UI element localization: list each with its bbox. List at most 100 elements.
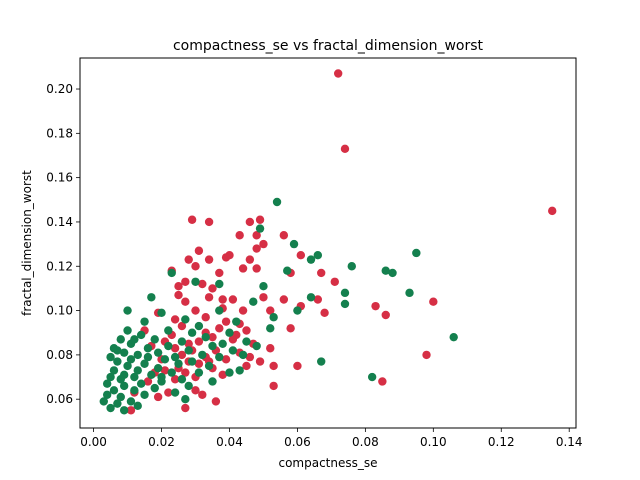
scatter-point-s0-6 (255, 215, 265, 224)
scatter-point-s0-27 (198, 279, 207, 289)
scatter-point-s0-34 (279, 295, 289, 304)
scatter-point-s0-78 (218, 370, 227, 380)
scatter-point-s1-57 (187, 357, 197, 366)
scatter-point-s1-86 (130, 386, 139, 395)
scatter-point-s0-80 (170, 375, 180, 384)
scatter-point-s1-63 (123, 361, 132, 371)
scatter-point-s0-73 (269, 361, 278, 371)
scatter-point-s1-3 (313, 250, 323, 260)
scatter-point-s0-42 (266, 306, 275, 315)
scatter-point-s0-11 (252, 244, 261, 253)
scatter-point-s0-17 (245, 255, 255, 264)
scatter-point-s1-92 (99, 397, 108, 406)
scatter-point-s1-80 (102, 379, 112, 388)
scatter-point-s1-7 (347, 262, 356, 271)
scatter-point-s1-32 (225, 328, 234, 337)
scatter-point-s0-76 (181, 368, 190, 377)
y-axis-ticks: 0.06 0.08 0.10 0.12 0.14 0.16 0.18 0.20 (46, 82, 80, 406)
scatter-point-s0-15 (221, 253, 231, 262)
scatter-point-s0-90 (181, 403, 190, 413)
scatter-point-s0-45 (201, 313, 210, 322)
scatter-point-s1-59 (113, 357, 122, 366)
scatter-point-s1-36 (116, 335, 125, 344)
scatter-point-s1-102 (187, 328, 197, 337)
scatter-point-s1-34 (201, 332, 210, 342)
scatter-point-s0-100 (181, 277, 190, 286)
scatter-point-s0-0 (333, 69, 343, 78)
scatter-point-s0-40 (238, 306, 248, 315)
scatter-point-s0-85 (164, 388, 173, 397)
scatter-point-s1-28 (194, 321, 204, 331)
scatter-point-s1-15 (405, 288, 414, 298)
scatter-point-s1-95 (133, 401, 142, 411)
scatter-point-s1-53 (106, 352, 115, 362)
scatter-point-s1-72 (147, 370, 156, 380)
scatter-point-s1-100 (218, 339, 227, 349)
y-tick-label: 0.20 (46, 82, 73, 96)
scatter-point-s1-54 (215, 352, 224, 362)
scatter-point-s1-96 (106, 403, 115, 413)
scatter-point-s1-43 (252, 341, 261, 351)
scatter-point-s1-51 (133, 350, 142, 360)
scatter-point-s1-17 (306, 293, 316, 302)
y-tick-label: 0.08 (46, 348, 73, 362)
scatter-point-s1-38 (177, 337, 187, 346)
scatter-point-s1-88 (102, 390, 112, 399)
scatter-point-s0-46 (170, 315, 180, 324)
scatter-point-s0-57 (184, 339, 193, 349)
scatter-point-s1-21 (123, 306, 132, 315)
scatter-point-s0-60 (170, 344, 180, 353)
scatter-point-s0-36 (429, 297, 438, 306)
scatter-point-s0-101 (174, 290, 183, 300)
scatter-point-s0-37 (371, 301, 380, 311)
scatter-point-s0-18 (204, 255, 214, 264)
scatter-point-s0-7 (252, 231, 261, 240)
scatter-point-s0-50 (286, 324, 295, 333)
scatter-point-s1-87 (170, 388, 180, 397)
scatter-point-s0-56 (194, 337, 204, 346)
points-layer (99, 69, 557, 415)
scatter-point-s1-82 (184, 381, 193, 391)
scatter-point-s1-49 (153, 348, 163, 357)
scatter-point-s1-75 (130, 372, 139, 382)
scatter-point-s1-79 (208, 377, 217, 386)
scatter-point-s1-10 (388, 268, 397, 278)
y-tick-label: 0.16 (46, 171, 73, 185)
scatter-point-s0-28 (174, 282, 183, 291)
scatter-point-s1-83 (119, 381, 129, 391)
scatter-point-s1-67 (133, 366, 142, 375)
scatter-point-s0-98 (221, 317, 231, 326)
scatter-point-s0-32 (218, 295, 227, 304)
x-tick-label: 0.14 (556, 435, 583, 449)
scatter-point-s0-5 (245, 217, 255, 227)
scatter-point-s1-13 (259, 282, 268, 291)
scatter-point-s0-67 (221, 355, 231, 364)
scatter-point-s1-94 (113, 399, 122, 408)
scatter-point-s1-66 (109, 366, 119, 375)
chart-title: compactness_se vs fractal_dimension_wors… (173, 38, 484, 54)
x-axis-label: compactness_se (278, 456, 377, 470)
scatter-point-s1-47 (228, 346, 238, 355)
scatter-point-s0-91 (126, 406, 136, 415)
scatter-point-s1-33 (136, 330, 146, 340)
scatter-point-s1-93 (126, 397, 136, 406)
scatter-point-s0-70 (194, 359, 204, 368)
x-tick-label: 0.08 (352, 435, 379, 449)
scatter-point-s0-35 (313, 295, 323, 304)
scatter-point-s1-27 (140, 317, 149, 326)
scatter-point-s1-16 (147, 293, 156, 302)
plot-frame (79, 57, 577, 429)
scatter-point-s1-5 (167, 268, 176, 278)
scatter-point-s1-76 (177, 375, 187, 384)
scatter-point-s1-37 (150, 335, 159, 344)
y-tick-label: 0.12 (46, 259, 73, 273)
scatter-point-s1-42 (208, 341, 217, 351)
scatter-point-s1-77 (116, 375, 125, 384)
scatter-point-s0-33 (181, 297, 190, 306)
scatter-point-s0-48 (177, 321, 187, 331)
scatter-point-s1-18 (249, 297, 258, 306)
scatter-point-s0-68 (255, 357, 265, 366)
scatter-point-s0-29 (208, 284, 217, 293)
scatter-point-s1-29 (266, 324, 275, 333)
scatter-point-s1-45 (143, 344, 153, 353)
